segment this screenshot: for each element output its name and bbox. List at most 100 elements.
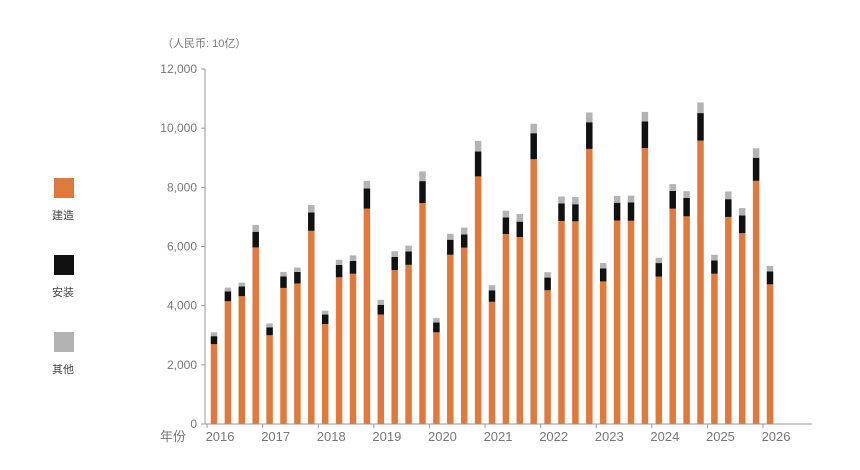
bar-segment-installation bbox=[738, 215, 746, 234]
bar-segment-construction bbox=[321, 324, 329, 424]
bar-segment-other bbox=[308, 205, 315, 213]
y-tick-label: 12,000 bbox=[160, 62, 197, 76]
bar-segment-installation bbox=[349, 260, 357, 274]
bar-segment-installation bbox=[433, 322, 440, 333]
bar-segment-construction bbox=[433, 332, 440, 424]
bar-segment-other bbox=[711, 254, 718, 261]
bar-segment-construction bbox=[349, 273, 357, 424]
bar-segment-installation bbox=[405, 251, 412, 265]
bar-segment-installation bbox=[766, 271, 774, 285]
bar-segment-construction bbox=[558, 221, 565, 424]
bar-segment-construction bbox=[627, 220, 635, 424]
bar-segment-construction bbox=[294, 283, 301, 424]
legend-label-other: 其他 bbox=[52, 363, 74, 376]
bar-segment-construction bbox=[655, 276, 663, 424]
bar-segment-installation bbox=[321, 314, 329, 325]
bar-segment-construction bbox=[613, 220, 621, 424]
bar-segment-construction bbox=[488, 301, 496, 424]
bar-segment-installation bbox=[558, 203, 565, 222]
bar-segment-construction bbox=[572, 221, 579, 424]
bar-segment-other bbox=[447, 233, 454, 240]
x-tick-label: 2025 bbox=[706, 429, 735, 444]
bar-segment-construction bbox=[697, 140, 704, 424]
bar-segment-installation bbox=[266, 327, 273, 336]
bar-segment-other bbox=[669, 184, 676, 191]
bar-segment-other bbox=[544, 272, 551, 278]
bar-segment-other bbox=[335, 259, 343, 265]
bar-segment-other bbox=[613, 195, 621, 203]
bar-segment-other bbox=[488, 285, 496, 291]
bar-segment-other bbox=[627, 195, 635, 203]
bar-segment-other bbox=[363, 180, 371, 189]
bar-segment-construction bbox=[683, 216, 690, 424]
bar-segment-other bbox=[238, 282, 246, 287]
bar-segment-installation bbox=[363, 188, 371, 209]
bar-segment-other bbox=[752, 148, 760, 158]
bar-segment-installation bbox=[516, 221, 524, 238]
bar-segment-other bbox=[530, 123, 537, 134]
bar-segment-other bbox=[697, 102, 704, 114]
bar-segment-other bbox=[266, 323, 273, 328]
bar-segment-construction bbox=[711, 273, 718, 424]
bar-segment-construction bbox=[516, 237, 524, 424]
bar-segment-installation bbox=[474, 151, 482, 177]
legend-label-construction: 建造 bbox=[52, 209, 74, 222]
bar-segment-construction bbox=[460, 247, 468, 424]
bar-segment-construction bbox=[586, 148, 593, 424]
bar-segment-installation bbox=[447, 239, 454, 255]
legend-item-construction: 建造 bbox=[52, 178, 112, 255]
bar-segment-other bbox=[321, 310, 329, 315]
legend-swatch-construction bbox=[54, 178, 74, 198]
legend-swatch-other bbox=[54, 332, 74, 352]
y-tick-label: 8,000 bbox=[167, 180, 197, 194]
bar-segment-other bbox=[280, 271, 287, 277]
bar-segment-construction bbox=[669, 208, 676, 424]
bar-segment-installation bbox=[224, 291, 232, 302]
bar-segment-other bbox=[502, 210, 510, 218]
bar-segment-other bbox=[460, 227, 468, 235]
bar-segment-construction bbox=[266, 335, 273, 424]
bar-segment-other bbox=[252, 224, 259, 232]
bar-segment-installation bbox=[613, 202, 621, 221]
bar-segment-construction bbox=[252, 247, 259, 424]
bar-segment-installation bbox=[460, 234, 468, 248]
bar-segment-construction bbox=[210, 344, 218, 424]
unit-label: （人民币: 10亿） bbox=[162, 37, 246, 50]
bar-segment-construction bbox=[725, 216, 732, 424]
bar-segment-other bbox=[641, 111, 649, 122]
bar-segment-construction bbox=[419, 203, 426, 424]
bar-segment-installation bbox=[308, 212, 315, 231]
legend: 建造 安装 其他 bbox=[52, 178, 112, 409]
bar-segment-other bbox=[558, 196, 565, 204]
bar-segment-construction bbox=[238, 296, 246, 424]
bar-segment-installation bbox=[683, 197, 690, 217]
x-tick-label: 2023 bbox=[595, 429, 624, 444]
bar-segment-installation bbox=[599, 268, 607, 282]
x-tick-label: 2024 bbox=[650, 429, 679, 444]
y-tick-label: 4,000 bbox=[167, 299, 197, 313]
bar-segment-construction bbox=[544, 290, 551, 424]
bar-segment-other bbox=[349, 255, 357, 261]
bar-segment-other bbox=[586, 112, 593, 123]
bar-segment-installation bbox=[238, 286, 246, 297]
bars bbox=[210, 102, 774, 425]
legend-label-installation: 安装 bbox=[52, 286, 74, 299]
y-tick-label: 0 bbox=[190, 417, 197, 431]
bar-segment-construction bbox=[641, 147, 649, 425]
bar-segment-other bbox=[725, 191, 732, 200]
bar-segment-other bbox=[294, 267, 301, 272]
x-tick-label: 2022 bbox=[539, 429, 568, 444]
x-tick-labels: 2016 2017 2018 2019 2020 2021 2022 2023 2024 2025… bbox=[206, 424, 791, 444]
bar-segment-installation bbox=[335, 264, 343, 278]
bar-segment-other bbox=[377, 299, 385, 305]
bar-segment-installation bbox=[210, 336, 218, 345]
bar-segment-installation bbox=[294, 271, 301, 284]
x-tick-label: 2019 bbox=[372, 429, 401, 444]
x-tick-label: 2018 bbox=[317, 429, 346, 444]
bar-segment-other bbox=[516, 213, 524, 222]
bar-segment-other bbox=[599, 263, 607, 269]
bar-segment-other bbox=[224, 287, 232, 292]
bar-segment-other bbox=[572, 197, 579, 205]
bar-segment-construction bbox=[391, 270, 398, 424]
bar-segment-installation bbox=[502, 217, 510, 235]
